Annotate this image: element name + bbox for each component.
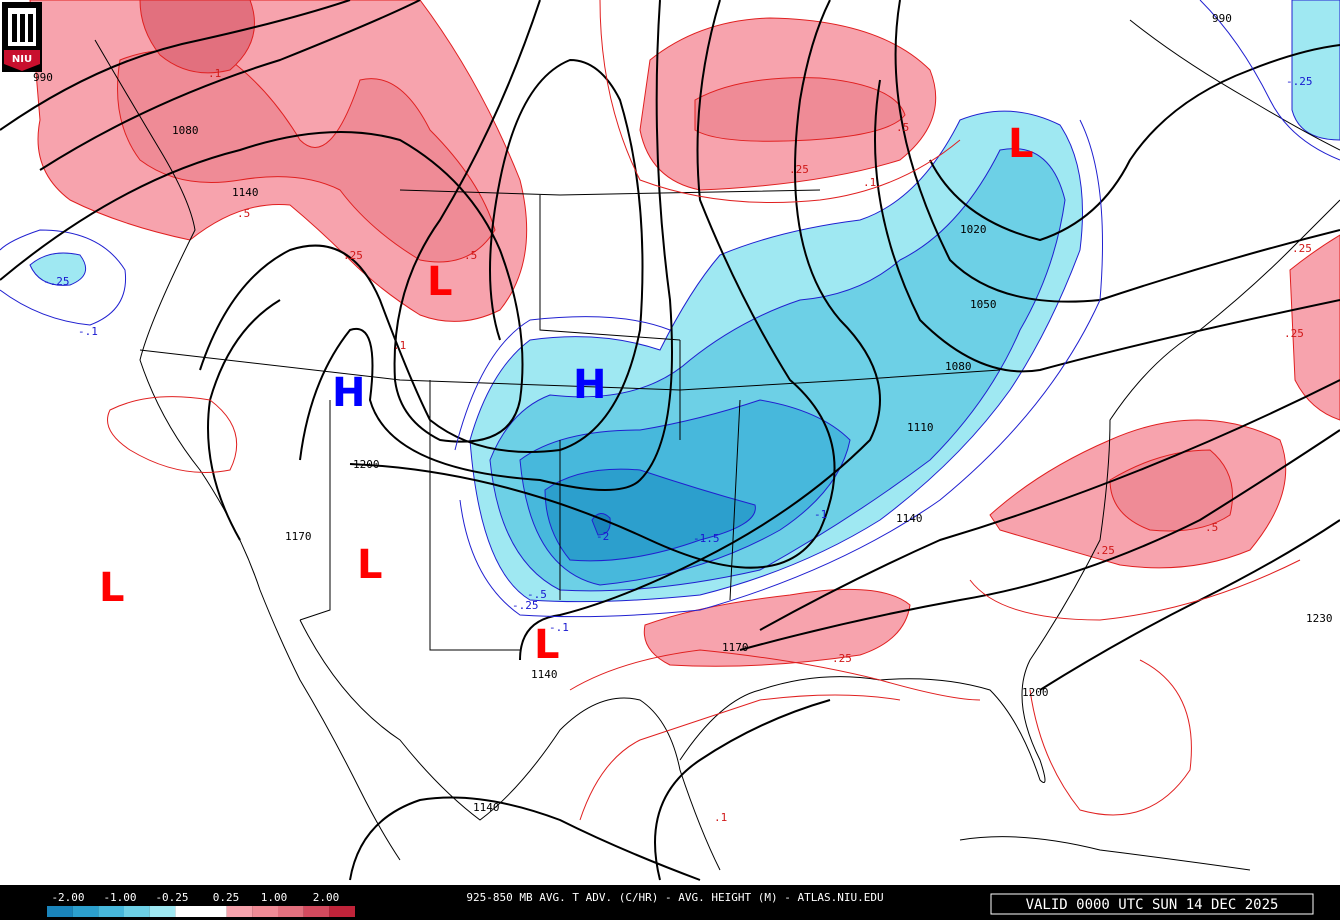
height-label: 1050 (970, 298, 997, 311)
legend-label: -0.25 (155, 891, 188, 904)
height-label: 1230 (1306, 612, 1333, 625)
advection-label: .5 (464, 249, 477, 262)
height-label: 1200 (353, 458, 380, 471)
height-label: 1200 (1022, 686, 1049, 699)
height-label: 1170 (285, 530, 312, 543)
legend-label: 0.25 (213, 891, 240, 904)
pressure-centers: L L L L L H H (99, 121, 1034, 668)
height-label: 1020 (960, 223, 987, 236)
advection-label: .25 (832, 652, 852, 665)
height-label: 1080 (945, 360, 972, 373)
height-label: 990 (1212, 12, 1232, 25)
legend-swatch (201, 906, 227, 917)
advection-label: .25 (1292, 242, 1312, 255)
legend-swatch (47, 906, 73, 917)
height-label: 1140 (473, 801, 500, 814)
advection-label: .1 (714, 811, 727, 824)
advection-label: -.25 (43, 275, 70, 288)
low-center: L (357, 542, 383, 588)
height-labels: 990 990 1080 1140 1020 1050 1080 1110 11… (33, 12, 1333, 814)
legend: -2.00 -1.00 -0.25 0.25 1.00 2.00 (47, 891, 355, 917)
low-center: L (1008, 121, 1034, 167)
advection-label: .1 (393, 339, 406, 352)
low-center: L (99, 565, 125, 611)
height-label: 990 (33, 71, 53, 84)
cold-advection (0, 0, 1340, 603)
legend-swatch (252, 906, 278, 917)
logo-text: NIU (12, 54, 32, 65)
advection-label: -1 (814, 508, 827, 521)
advection-contours (107, 0, 1340, 821)
legend-swatch (329, 906, 355, 917)
legend-swatch (124, 906, 150, 917)
footer-title: 925-850 MB AVG. T ADV. (C/HR) - AVG. HEI… (466, 891, 883, 904)
valid-time: VALID 0000 UTC SUN 14 DEC 2025 (1026, 897, 1279, 913)
height-label: 1110 (907, 421, 934, 434)
advection-label: .5 (237, 207, 250, 220)
valid-box (990, 893, 1314, 915)
low-center: L (534, 622, 560, 668)
legend-swatch (175, 906, 201, 917)
height-label: 1080 (172, 124, 199, 137)
high-center: H (332, 370, 365, 416)
height-label: 1140 (896, 512, 923, 525)
legend-swatch (98, 906, 124, 917)
legend-swatch (226, 906, 253, 917)
advection-label: .25 (1284, 327, 1304, 340)
advection-label: .5 (1205, 521, 1218, 534)
height-label: 1170 (722, 641, 749, 654)
legend-swatch (149, 906, 176, 917)
low-center: L (427, 259, 453, 305)
advection-label: -.25 (512, 599, 539, 612)
legend-swatch (278, 906, 304, 917)
advection-label: -.5 (527, 588, 547, 601)
legend-label: 2.00 (313, 891, 340, 904)
legend-label: -1.00 (103, 891, 136, 904)
advection-label: .1 (863, 176, 876, 189)
advection-label: -.1 (78, 325, 98, 338)
warm-advection (29, 0, 1340, 667)
advection-label: -.25 (1286, 75, 1313, 88)
advection-label: .1 (208, 67, 221, 80)
advection-label: -2 (596, 530, 609, 543)
advection-label: .25 (343, 249, 363, 262)
advection-label: .25 (1095, 544, 1115, 557)
legend-label: -2.00 (51, 891, 84, 904)
advection-label: .25 (789, 163, 809, 176)
legend-label: 1.00 (261, 891, 288, 904)
height-label: 1140 (232, 186, 259, 199)
legend-swatch (303, 906, 330, 917)
advection-label: -.1 (549, 621, 569, 634)
advection-label: .5 (896, 121, 909, 134)
legend-swatch (72, 906, 99, 917)
high-center: H (573, 362, 606, 408)
logo: NIU (2, 2, 42, 72)
height-label: 1140 (531, 668, 558, 681)
advection-label: -1.5 (693, 532, 720, 545)
advection-labels: .1 .5 .25 .5 .25 .1 .5 .25 .5 .25 .25 .2… (43, 67, 1313, 824)
